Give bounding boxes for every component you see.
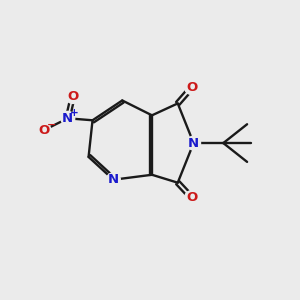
- Circle shape: [37, 123, 51, 137]
- Circle shape: [185, 190, 199, 205]
- Circle shape: [106, 173, 120, 187]
- Text: +: +: [70, 108, 79, 118]
- Circle shape: [61, 111, 75, 125]
- Text: −: −: [47, 120, 57, 130]
- Text: O: O: [186, 81, 197, 94]
- Text: N: N: [188, 136, 199, 150]
- Circle shape: [185, 81, 199, 94]
- Text: O: O: [67, 90, 78, 103]
- Text: O: O: [38, 124, 50, 137]
- Text: N: N: [62, 112, 73, 125]
- Circle shape: [66, 90, 80, 104]
- Circle shape: [187, 136, 200, 150]
- Text: N: N: [108, 173, 119, 186]
- Text: O: O: [186, 191, 197, 204]
